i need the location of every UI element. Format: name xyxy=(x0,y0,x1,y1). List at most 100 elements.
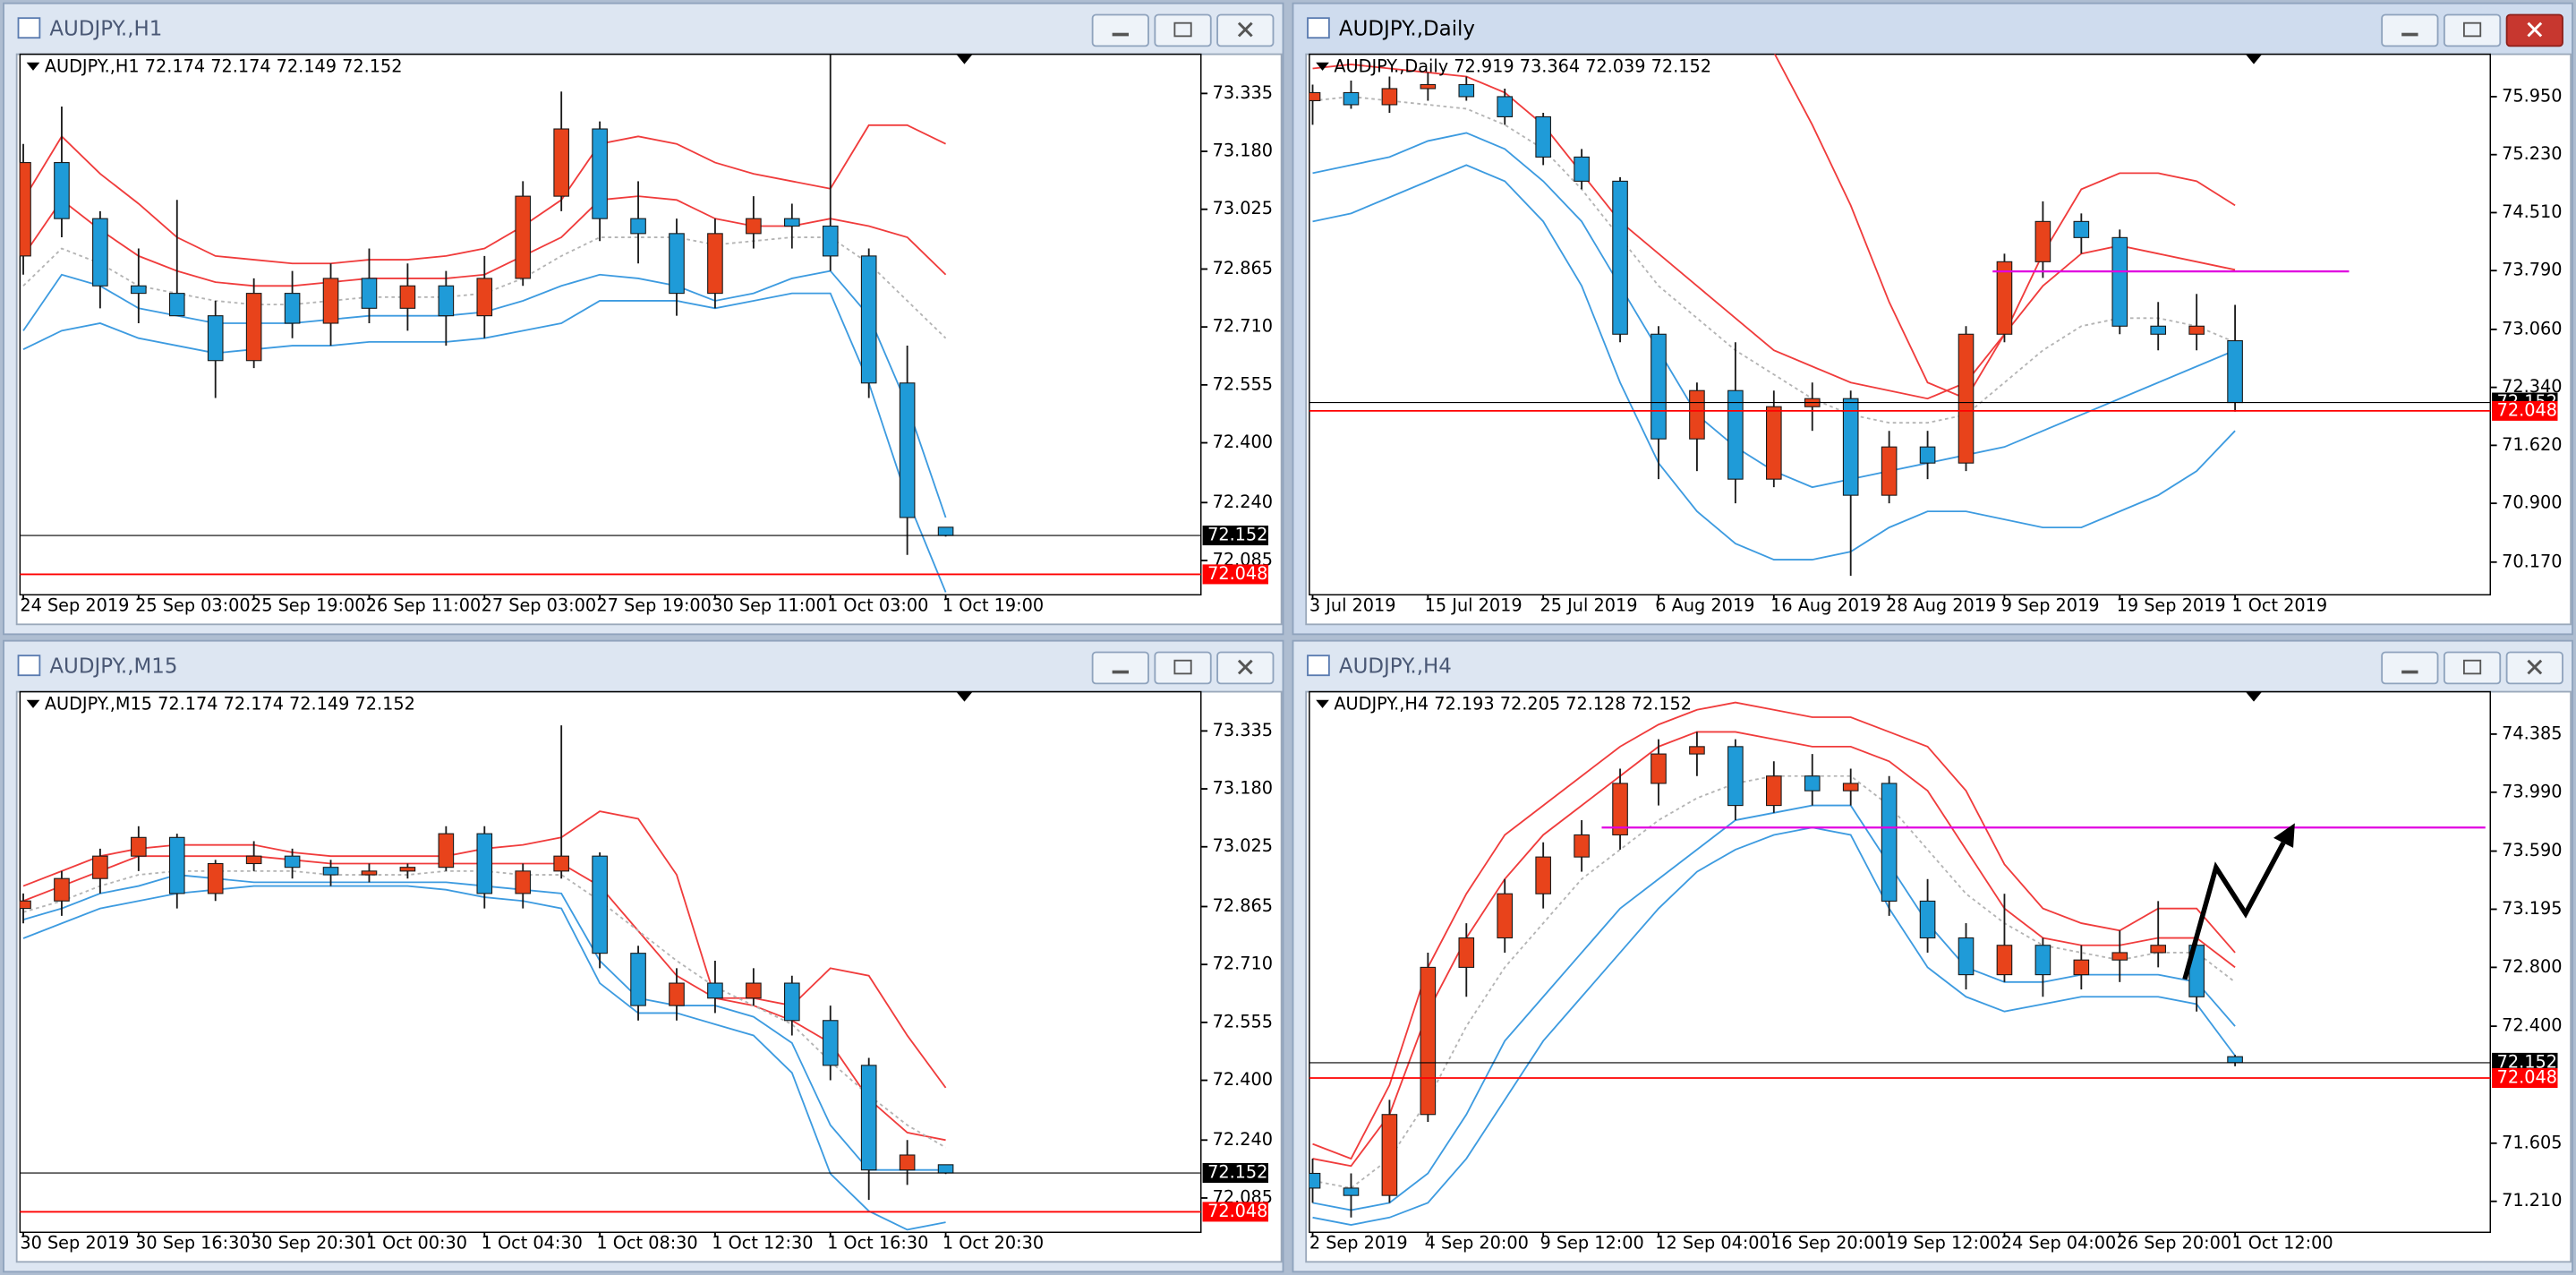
candle-body xyxy=(476,278,493,317)
x-tick-label: 6 Aug 2019 xyxy=(1655,595,1754,616)
y-tick-label: 71.210 xyxy=(2502,1190,2562,1211)
candle-body xyxy=(1651,333,1667,440)
candle-body xyxy=(937,526,954,536)
x-tick-label: 9 Sep 2019 xyxy=(2001,595,2100,616)
candle-body xyxy=(515,870,532,894)
price-label: 72.048 xyxy=(1207,563,1267,584)
arrow-head xyxy=(2273,823,2295,848)
x-tick-label: 27 Sep 03:00 xyxy=(482,595,596,616)
y-tick-label: 72.800 xyxy=(2502,956,2562,977)
candle-body xyxy=(131,285,147,295)
x-tick-label: 27 Sep 19:00 xyxy=(596,595,712,616)
plot xyxy=(20,725,954,1231)
close-glyph xyxy=(2527,21,2543,38)
window-title: AUDJPY.,H4 xyxy=(1339,655,1452,679)
candle-body xyxy=(1881,783,1898,902)
candle-body xyxy=(1458,83,1475,98)
restore-button[interactable] xyxy=(1154,651,1212,685)
x-tick-label: 24 Sep 04:00 xyxy=(2001,1233,2117,1254)
candle-body xyxy=(937,1164,954,1174)
y-tick-label: 73.335 xyxy=(1213,82,1273,103)
minimize-button[interactable] xyxy=(1091,13,1149,47)
band-line xyxy=(1312,96,2236,424)
restore-button[interactable] xyxy=(1154,13,1212,47)
candle-body xyxy=(1497,893,1514,939)
x-tick-label: 26 Sep 11:00 xyxy=(366,595,482,616)
shift-marker xyxy=(2245,54,2263,64)
plot-border xyxy=(19,53,1202,596)
candle-body xyxy=(1919,446,1936,464)
y-tick-label: 74.385 xyxy=(2502,723,2562,743)
x-tick-label: 9 Sep 12:00 xyxy=(1540,1233,1643,1254)
trend-arrow xyxy=(2182,823,2295,980)
x-tick-label: 30 Sep 2019 xyxy=(20,1233,129,1254)
chart-area xyxy=(1305,690,2572,1263)
restore-button[interactable] xyxy=(2443,651,2502,685)
candle-body xyxy=(1420,966,1437,1116)
candle-body xyxy=(2034,945,2051,976)
candle-body xyxy=(746,982,762,999)
candle-body xyxy=(168,836,185,894)
candle-body xyxy=(1381,1114,1398,1196)
candle-body xyxy=(284,293,301,324)
candle-body xyxy=(860,1065,877,1171)
candle-body xyxy=(92,218,108,287)
symbol-info: AUDJPY.,Daily 72.919 73.364 72.039 72.15… xyxy=(1334,56,1711,77)
x-tick-label: 16 Sep 20:00 xyxy=(1770,1233,1886,1254)
candle-body xyxy=(92,855,108,879)
plot-border xyxy=(19,690,1202,1234)
candle-body xyxy=(438,285,455,317)
y-tick-label: 72.865 xyxy=(1213,895,1273,916)
candle-body xyxy=(1689,389,1705,440)
minimize-button[interactable] xyxy=(2381,13,2439,47)
y-tick-label: 73.025 xyxy=(1213,835,1273,856)
window-icon xyxy=(17,655,41,677)
candle-body xyxy=(553,855,569,872)
x-tick-label: 24 Sep 2019 xyxy=(20,595,129,616)
candle-body xyxy=(322,278,339,324)
x-tick-label: 1 Oct 03:00 xyxy=(827,595,928,616)
band-line xyxy=(1773,54,2236,400)
y-tick-label: 71.605 xyxy=(2502,1132,2562,1152)
candle-body xyxy=(207,862,224,894)
window-title: AUDJPY.,H1 xyxy=(49,18,162,41)
restore-button[interactable] xyxy=(2443,13,2502,47)
x-tick-label: 19 Sep 12:00 xyxy=(1886,1233,2001,1254)
candle-body xyxy=(2227,1056,2243,1064)
candle-body xyxy=(707,982,723,999)
candle-body xyxy=(630,218,646,235)
plot xyxy=(20,54,954,593)
candle-body xyxy=(592,855,608,954)
chart-window: AUDJPY.,Daily AUDJPY.,Daily 72.919 73.364… xyxy=(1292,2,2573,636)
header-triangle xyxy=(26,62,40,71)
candle-body xyxy=(438,833,455,869)
candle-body xyxy=(1309,1172,1321,1189)
window-icon xyxy=(1307,17,1330,39)
candle-body xyxy=(1309,91,1321,102)
band-line xyxy=(1312,826,2236,1226)
candle-body xyxy=(1343,1187,1360,1196)
plot xyxy=(1309,54,2243,577)
candle-body xyxy=(1689,746,1705,755)
candle-body xyxy=(54,162,70,219)
minimize-button[interactable] xyxy=(1091,651,1149,685)
plot-border xyxy=(1309,690,2491,1234)
window-icon xyxy=(1307,655,1330,677)
chart-area xyxy=(1305,53,2572,626)
minimize-glyph xyxy=(1112,32,1129,37)
price-label-box xyxy=(1202,1202,1268,1222)
candle-body xyxy=(515,195,532,279)
x-tick-label: 19 Sep 2019 xyxy=(2117,595,2226,616)
y-tick-label: 73.025 xyxy=(1213,198,1273,218)
x-tick-label: 28 Aug 2019 xyxy=(1886,595,1996,616)
y-tick-label: 72.400 xyxy=(1213,1069,1273,1090)
header-triangle xyxy=(1316,699,1329,708)
candle-body xyxy=(2111,236,2128,327)
minimize-button[interactable] xyxy=(2381,651,2439,685)
restore-glyph xyxy=(1173,21,1192,38)
close-glyph xyxy=(2527,659,2543,675)
price-label: 72.152 xyxy=(1207,525,1267,545)
candle-body xyxy=(2111,952,2128,961)
x-tick-label: 1 Oct 12:30 xyxy=(712,1233,813,1254)
symbol-info: AUDJPY.,H4 72.193 72.205 72.128 72.152 xyxy=(1334,694,1692,715)
